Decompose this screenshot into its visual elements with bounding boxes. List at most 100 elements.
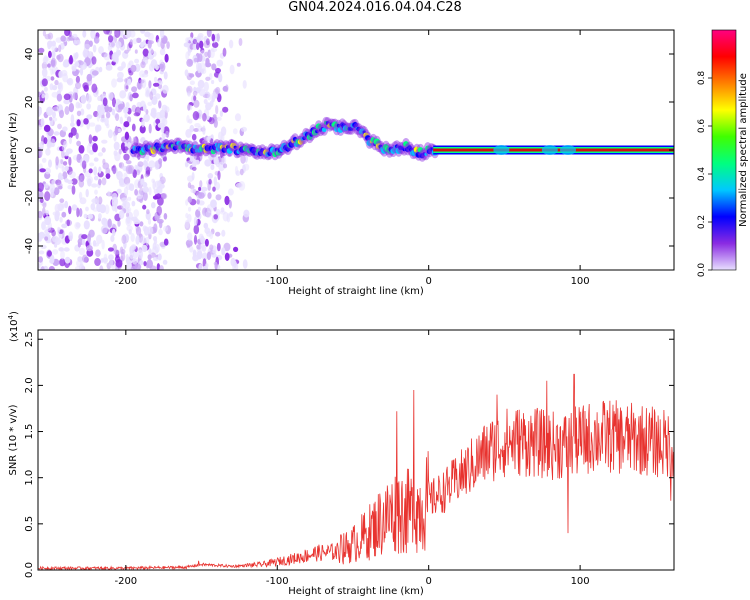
- spectrogram-noise-mark: [185, 212, 189, 219]
- spectrogram-noise-mark: [196, 42, 200, 50]
- spectrogram-noise-mark: [86, 245, 93, 252]
- spectrogram-noise-mark: [191, 133, 197, 141]
- spectrogram-noise-mark: [212, 249, 217, 254]
- spectrogram-noise-mark: [48, 159, 52, 168]
- spectrogram-noise-mark: [86, 144, 91, 154]
- spectrogram-noise-mark: [116, 77, 124, 83]
- spectrogram-noise-mark: [78, 60, 84, 66]
- snr-series-line: [38, 373, 674, 570]
- spectrogram-noise-mark: [82, 30, 87, 38]
- snr-x-tick-label: -200: [114, 576, 137, 587]
- spectrogram-noise-mark: [142, 48, 149, 57]
- spectrogram-noise-mark: [86, 114, 93, 120]
- spectrogram-noise-mark: [51, 50, 56, 58]
- snr-y-tick-label: 0.5: [24, 516, 35, 532]
- spectrogram-noise-mark: [189, 124, 195, 133]
- spectrogram-noise-mark: [81, 237, 86, 246]
- spectrogram-noise-mark: [212, 41, 219, 49]
- spectrogram-noise-mark: [148, 160, 156, 169]
- spectrogram-noise-mark: [184, 219, 190, 229]
- spectrogram-noise-mark: [235, 182, 243, 188]
- spectrogram-noise-mark: [125, 102, 130, 109]
- spectrogram-noise-mark: [192, 38, 197, 45]
- spectrogram-noise-mark: [196, 250, 203, 260]
- spectrogram-noise-mark: [60, 159, 64, 165]
- spectrogram-noise-mark: [80, 94, 87, 105]
- spectrogram-noise-mark: [160, 150, 165, 158]
- spectrogram-noise-mark: [76, 119, 81, 127]
- spectrogram-noise-mark: [95, 249, 101, 257]
- spectrogram-noise-mark: [45, 226, 51, 232]
- spectrogram-ridge-point: [302, 136, 307, 141]
- spectrogram-noise-mark: [145, 166, 151, 175]
- spectrogram-noise-mark: [204, 51, 209, 58]
- spectrogram-noise-mark: [222, 163, 228, 169]
- spectrogram-noise-mark: [143, 261, 147, 267]
- spectrogram-noise-mark: [196, 198, 200, 205]
- spectrogram-noise-mark: [198, 186, 202, 192]
- spectrogram-noise-mark: [72, 92, 78, 100]
- spectrogram-noise-mark: [197, 79, 205, 89]
- spectrogram-noise-mark: [186, 115, 190, 123]
- spectrogram-noise-mark: [102, 158, 106, 165]
- spectrogram-noise-mark: [119, 162, 125, 169]
- spectrogram-noise-mark: [117, 103, 125, 110]
- spectrogram-noise-mark: [164, 53, 169, 63]
- spectrogram-noise-mark: [64, 200, 69, 209]
- spectrogram-noise-mark: [192, 90, 198, 96]
- colorbar-tick-label: 0.2: [697, 215, 707, 229]
- spectrogram-noise-mark: [112, 164, 117, 175]
- spectrogram-noise-mark: [140, 235, 147, 245]
- spectrogram-noise-mark: [92, 197, 100, 205]
- spectrogram-noise-mark: [232, 262, 239, 270]
- spectrogram-noise-mark: [159, 265, 164, 270]
- spectrogram-noise-mark: [68, 30, 72, 37]
- spectrogram-noise-mark: [126, 225, 133, 232]
- spectrogram-noise-mark: [49, 116, 53, 121]
- spectrogram-noise-mark: [126, 116, 132, 123]
- spectrogram-noise-mark: [82, 49, 89, 58]
- spectrogram-noise-mark: [49, 254, 55, 264]
- spectrogram-noise-mark: [56, 182, 63, 188]
- spectrogram-noise-mark: [83, 84, 89, 92]
- spectrogram-noise-mark: [54, 203, 60, 213]
- spectrogram-noise-mark: [83, 220, 90, 230]
- spectrogram-noise-mark: [78, 208, 83, 217]
- spectrogram-noise-mark: [206, 136, 212, 142]
- spectrogram-noise-mark: [146, 152, 150, 162]
- spectrogram-noise-mark: [123, 153, 130, 161]
- spectrogram-noise-mark: [38, 146, 42, 156]
- spectrogram-ridge-point: [172, 145, 178, 151]
- spectrogram-noise-mark: [240, 154, 246, 164]
- snr-y-tick-label: 1.5: [24, 424, 35, 440]
- spectrogram-noise-mark: [90, 30, 96, 39]
- snr-y-tick-label: 1.0: [24, 470, 35, 486]
- spectrogram-noise-mark: [81, 234, 88, 240]
- spectrogram-noise-mark: [91, 70, 99, 76]
- spectrogram-noise-mark: [232, 128, 238, 135]
- spectrogram-ridge-point: [267, 151, 273, 156]
- spectrogram-noise-mark: [115, 50, 120, 58]
- spectrogram-noise-mark: [135, 37, 142, 43]
- spectrogram-noise-mark: [83, 43, 91, 50]
- spectrogram-noise-mark: [39, 168, 46, 173]
- spectrogram-noise-mark: [54, 79, 59, 86]
- spectrogram-noise-mark: [222, 106, 229, 113]
- spectrogram-noise-mark: [148, 80, 152, 89]
- spectrogram-ridge-point: [315, 129, 319, 134]
- spectrogram-noise-mark: [61, 165, 65, 173]
- spectrogram-noise-mark: [118, 178, 125, 186]
- spectrogram-noise-mark: [108, 254, 114, 261]
- spectrogram-noise-mark: [216, 59, 224, 67]
- spectrogram-noise-mark: [68, 56, 74, 65]
- spectrogram-noise-mark: [216, 116, 222, 121]
- spectrogram-noise-mark: [101, 177, 107, 186]
- spectrogram-noise-mark: [61, 211, 67, 218]
- spectrogram-x-tick-label: -100: [266, 276, 289, 287]
- spectrogram-noise-mark: [197, 33, 204, 38]
- spectrogram-noise-mark: [105, 173, 111, 180]
- spectrogram-noise-mark: [207, 93, 212, 101]
- spectrogram-noise-mark: [234, 165, 239, 175]
- spectrogram-noise-mark: [211, 79, 215, 85]
